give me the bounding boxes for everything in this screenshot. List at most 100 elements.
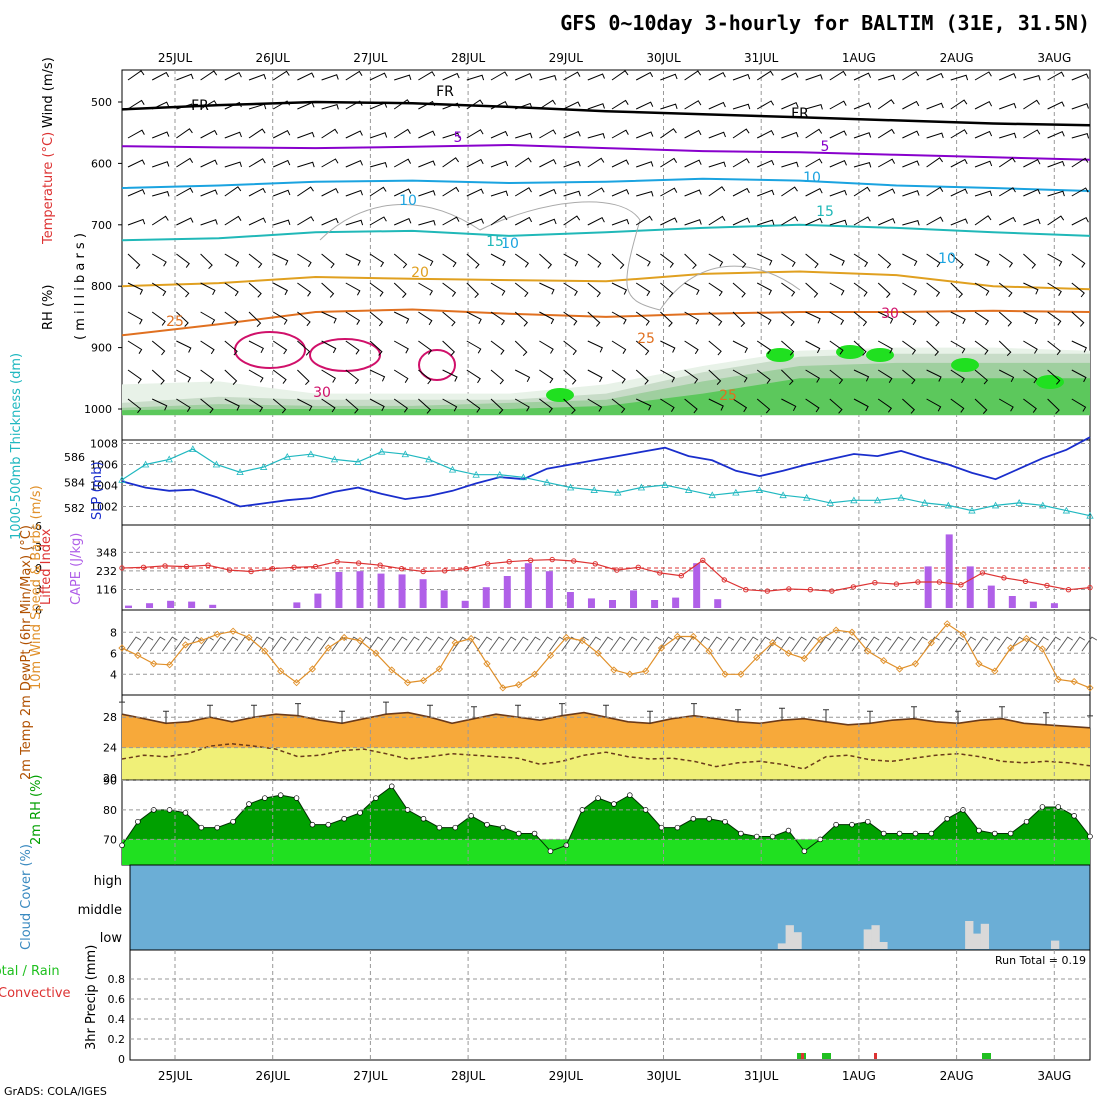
wind-barb xyxy=(200,129,218,139)
wind-barb xyxy=(418,340,432,355)
lifted-index-marker xyxy=(334,559,340,565)
thickness-marker xyxy=(944,501,953,509)
lifted-index-marker xyxy=(119,565,125,571)
surface-wind-barb xyxy=(658,636,674,652)
wind-barb xyxy=(127,311,143,325)
wind-barb xyxy=(757,219,775,226)
wind-barb xyxy=(781,369,794,386)
rh-marker xyxy=(595,795,601,801)
lifted-index-marker xyxy=(312,563,319,570)
surface-wind-barb xyxy=(706,636,723,652)
wind-barb xyxy=(1023,398,1037,413)
wind-barb xyxy=(151,282,167,297)
wind-axis-label: 10m Wind Speed & Barbs (m/s) xyxy=(29,485,44,690)
lifted-index-marker xyxy=(140,564,147,570)
wind-barb xyxy=(1071,187,1089,197)
wind-barb xyxy=(369,369,386,382)
wind-speed-marker xyxy=(499,684,507,692)
wind-speed-marker xyxy=(419,676,428,685)
wind-barb xyxy=(176,128,193,139)
thickness-tick: 584 xyxy=(64,476,85,489)
surface-wind-barb xyxy=(839,636,856,652)
wind-barb xyxy=(248,282,262,298)
surface-wind-barb xyxy=(900,636,916,652)
wind-barb xyxy=(853,398,869,412)
wind-barb xyxy=(926,282,941,297)
surface-wind-barb xyxy=(1069,636,1086,652)
wind-barb xyxy=(1047,398,1060,415)
rh-tick-labels: 70 80 90 xyxy=(103,774,117,846)
wind-speed-marker xyxy=(181,641,190,649)
date-label-top: 3AUG xyxy=(1037,51,1071,65)
wind-barb xyxy=(877,340,893,354)
cape-bar xyxy=(440,590,448,608)
wind-barb xyxy=(176,253,190,268)
wind-barb xyxy=(442,216,460,226)
wind-barb xyxy=(902,160,920,168)
surface-wind-barb xyxy=(779,636,795,652)
wind-barb xyxy=(466,218,484,226)
wind-barb xyxy=(466,99,484,110)
wind-barb xyxy=(829,130,847,139)
wind-barb xyxy=(514,369,531,383)
contour-label: 25 xyxy=(719,388,737,404)
temp-tick: 24 xyxy=(103,742,117,755)
wind-speed-marker xyxy=(753,653,761,662)
wind-barb xyxy=(539,129,557,139)
wind-barb xyxy=(127,218,146,226)
wind-barb xyxy=(127,70,145,81)
temp-minmax-bar xyxy=(339,710,345,724)
cape-bar xyxy=(503,576,511,608)
rh-marker xyxy=(119,842,125,849)
wind-barb xyxy=(466,282,480,299)
wind-barb xyxy=(248,103,267,110)
surface-wind-barb xyxy=(210,636,226,652)
wind-speed-marker xyxy=(848,628,856,636)
wind-speed-marker xyxy=(880,656,888,665)
wind-barb xyxy=(829,219,848,226)
wind-barb xyxy=(393,398,408,413)
wind-barb xyxy=(442,282,457,297)
contour-label: 10 xyxy=(399,193,417,209)
wind-barb xyxy=(514,282,529,298)
wind-barb xyxy=(732,253,747,269)
wind-barb xyxy=(1047,131,1065,139)
cape-bar xyxy=(966,566,974,608)
wind-barb xyxy=(732,217,751,226)
wind-barb xyxy=(490,190,509,197)
wind-barb xyxy=(684,398,698,414)
wind-barb xyxy=(563,398,576,415)
wind-barb xyxy=(636,161,654,168)
slp-tick: 1006 xyxy=(90,459,118,472)
wind-barb xyxy=(393,188,412,197)
wind-barb xyxy=(1023,218,1041,226)
wind-barb xyxy=(466,188,484,197)
thickness-marker xyxy=(991,501,1000,509)
rh-shading-band xyxy=(122,378,1090,416)
wind-barb xyxy=(853,132,872,139)
wind-barb xyxy=(974,282,990,296)
slp-gridlines xyxy=(122,440,1090,525)
rh-high-patch xyxy=(546,388,574,402)
wind-speed-marker xyxy=(784,649,793,657)
contour-label: 15 xyxy=(816,204,834,220)
wind-barb xyxy=(297,253,312,267)
thickness-marker xyxy=(779,491,787,499)
slp-tick-labels: 1002 1004 1006 1008 582 584 586 xyxy=(64,438,118,516)
wind-barb xyxy=(708,253,724,267)
wind-speed-marker xyxy=(642,667,650,675)
wind-barb xyxy=(393,311,410,324)
wind-barb xyxy=(732,187,750,197)
lifted-index-marker xyxy=(893,581,900,587)
wind-barb xyxy=(998,253,1013,268)
temp-minmax-bar xyxy=(955,710,961,724)
wind-speed-marker xyxy=(800,654,808,663)
rh-marker xyxy=(658,824,665,831)
wind-barb xyxy=(708,101,726,110)
wind-barb xyxy=(490,311,505,326)
contour-25 xyxy=(121,308,1091,337)
wind-barb xyxy=(926,340,940,356)
wind-barb xyxy=(176,282,190,298)
